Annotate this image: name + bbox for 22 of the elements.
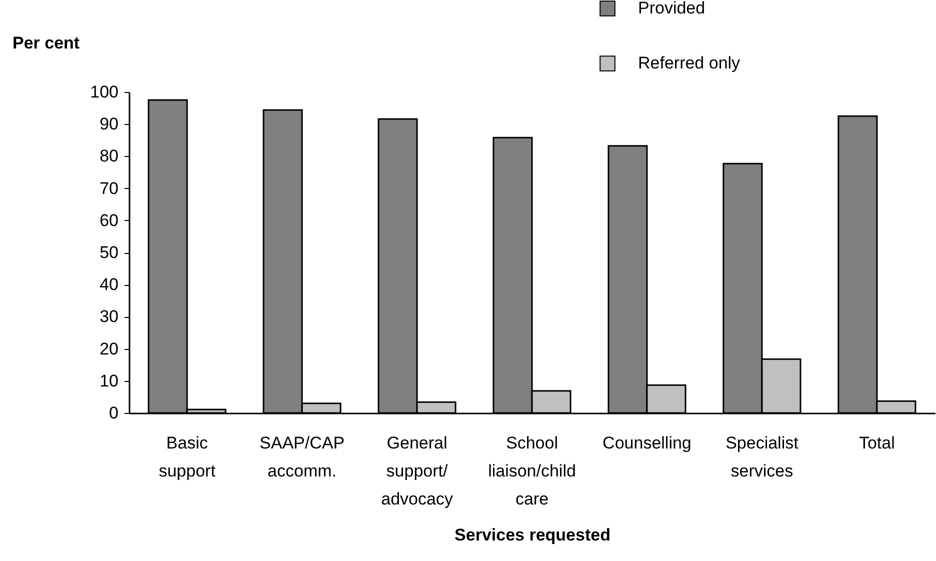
y-tick-label: 40 — [100, 275, 118, 294]
y-tick-label: 50 — [100, 243, 118, 262]
x-axis-title: Services requested — [454, 526, 610, 544]
y-tick-label: 0 — [109, 404, 118, 422]
y-tick-label: 90 — [100, 114, 118, 134]
y-axis-title: Per cent — [12, 34, 80, 52]
y-tick-label: 60 — [100, 210, 118, 230]
x-tick-label: Basic support — [158, 434, 216, 480]
x-tick-label: School liaison/child care — [488, 434, 576, 508]
y-tick-label: 100 — [90, 82, 118, 102]
y-tick-label: 70 — [100, 178, 118, 198]
x-tick-label: Total — [858, 434, 895, 452]
legend-label: Provided — [638, 0, 706, 18]
y-tick-label: 80 — [100, 146, 118, 166]
x-tick-label: SAAP/CAP accomm. — [260, 434, 345, 480]
y-tick-label: 30 — [100, 307, 118, 326]
y-tick-label: 10 — [100, 371, 118, 390]
legend-label: Referred only — [638, 54, 741, 72]
x-tick-label: Counselling — [602, 434, 692, 452]
y-tick-label: 20 — [100, 339, 118, 358]
x-tick-label: Specialist services — [726, 434, 799, 480]
x-tick-label: General support/ advocacy — [381, 434, 454, 508]
